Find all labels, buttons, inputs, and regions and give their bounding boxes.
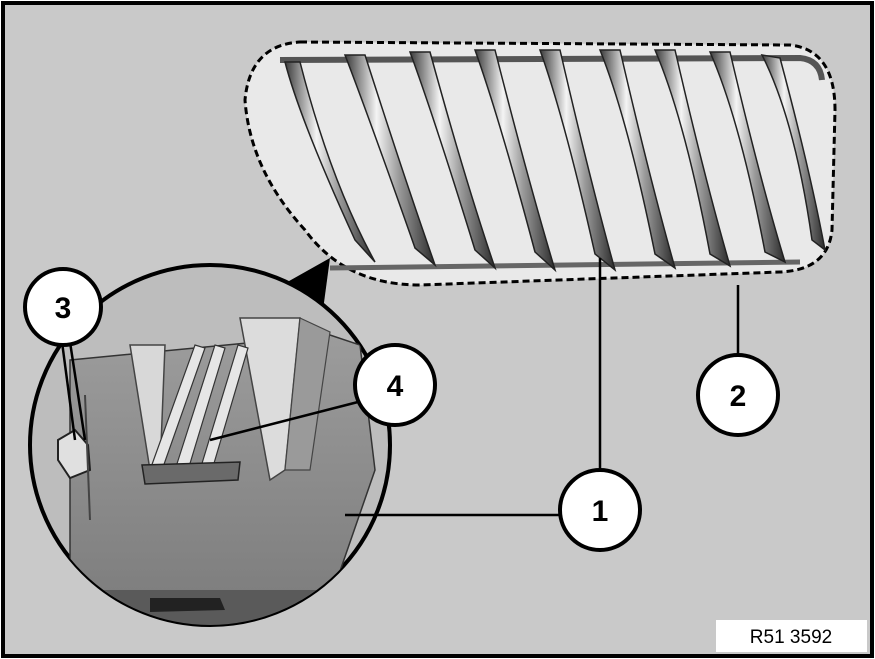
grille-frame-bottom (329, 259, 801, 271)
callout-3: 3 (23, 267, 103, 347)
leader-line-3a (60, 341, 77, 441)
grille-bar (408, 51, 497, 271)
reference-code-box: R51 3592 (716, 620, 867, 652)
grille-bar (473, 49, 557, 273)
reference-code: R51 3592 (750, 627, 832, 648)
grille-bar (760, 54, 827, 252)
callout-4: 4 (353, 343, 437, 427)
callout-1: 1 (558, 468, 642, 552)
grille-bar (343, 54, 437, 268)
detail-arrow (282, 258, 330, 310)
callout-label-2: 2 (730, 380, 747, 413)
grille-frame-rail (279, 54, 825, 81)
side-hook (57, 428, 92, 480)
callout-label-1: 1 (592, 495, 609, 528)
grille-bar (708, 51, 787, 264)
leader-lines (60, 258, 740, 517)
grille-bars (284, 49, 827, 273)
grille-bar (284, 61, 376, 263)
grille-bar (538, 49, 617, 273)
grille-bar (653, 49, 732, 268)
leader-line-3b (68, 341, 87, 441)
callout-2: 2 (696, 353, 780, 437)
latch-base (141, 461, 241, 485)
leader-line-4 (209, 400, 359, 442)
detail-circle (28, 263, 392, 627)
grille-bar (598, 49, 677, 270)
callout-label-3: 3 (55, 292, 72, 325)
callout-label-4: 4 (387, 370, 404, 403)
